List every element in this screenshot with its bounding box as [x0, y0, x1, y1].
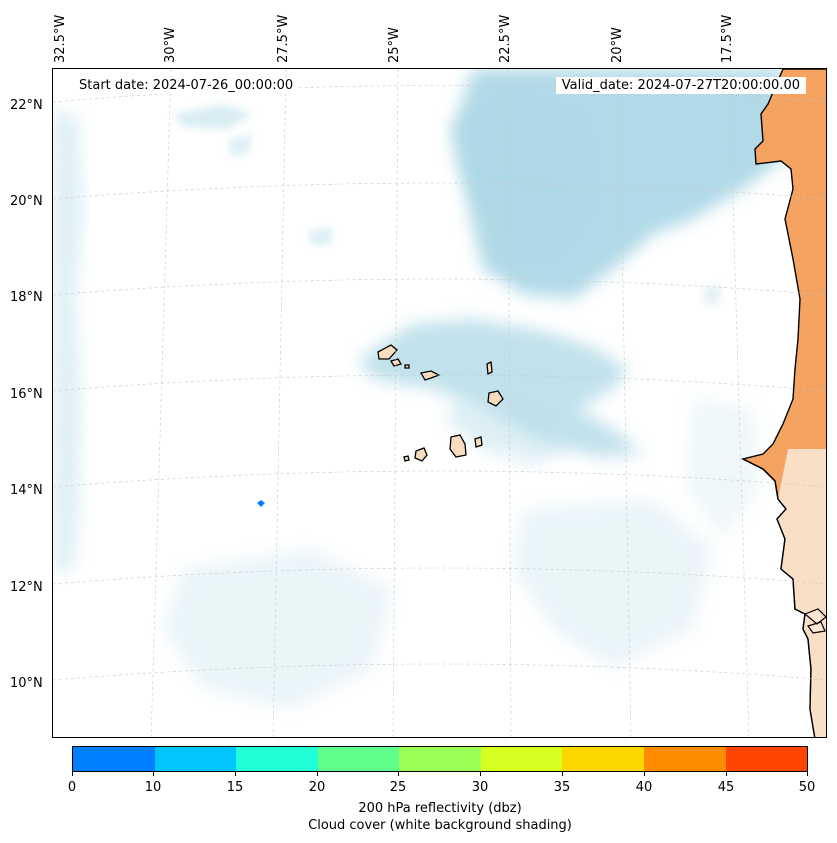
- island-santa-luzia: [404, 364, 410, 369]
- colorbar-tick-label: 25: [389, 780, 407, 795]
- colorbar-tick-label: 10: [144, 780, 162, 795]
- colorbar-segment: [725, 747, 808, 771]
- cape-verde-islands: [377, 344, 504, 462]
- cloud-band-west: [453, 109, 583, 249]
- lat-label-16n: 16°N: [10, 387, 43, 402]
- lon-label-20w: 20°W: [610, 27, 625, 63]
- colorbar-tick-label: 30: [471, 780, 489, 795]
- colorbar-tick: [807, 772, 808, 776]
- cloud-fleck-east: [703, 284, 721, 305]
- colorbar-tick: [317, 772, 318, 776]
- colorbar-segment: [399, 747, 481, 771]
- colorbar-segment: [236, 747, 318, 771]
- colorbar-tick-label: 35: [553, 780, 571, 795]
- lon-label-32-5w: 32.5°W: [53, 14, 68, 63]
- colorbar-tick: [398, 772, 399, 776]
- colorbar-title: 200 hPa reflectivity (dbz): [358, 801, 522, 816]
- colorbar-tick: [562, 772, 563, 776]
- map-panel[interactable]: Start date: 2024-07-26_00:00:00 Valid_da…: [52, 68, 827, 738]
- lat-label-10n: 10°N: [10, 676, 43, 691]
- colorbar-tick-label: 50: [798, 780, 816, 795]
- valid-date-label: Valid_date: 2024-07-27T20:00:00.00: [555, 77, 806, 94]
- start-date-label: Start date: 2024-07-26_00:00:00: [73, 77, 300, 94]
- island-maio: [474, 436, 483, 448]
- lat-label-12n: 12°N: [10, 580, 43, 595]
- colorbar-tick: [153, 772, 154, 776]
- cloud-fleck-nw2: [228, 134, 253, 157]
- graticule: [53, 69, 826, 737]
- africa-coastline-south: [742, 458, 816, 737]
- colorbar-segment: [643, 747, 726, 771]
- colorbar-segment: [154, 747, 237, 771]
- grid-lon-20w: [618, 69, 632, 737]
- island-fogo: [414, 447, 428, 462]
- colorbar-tick-label: 0: [67, 780, 77, 795]
- colorbar-segment: [562, 747, 644, 771]
- colorbar-tick: [726, 772, 727, 776]
- reflectivity-colorbar: [72, 746, 808, 772]
- colorbar-subtitle: Cloud cover (white background shading): [308, 818, 572, 833]
- colorbar-tick: [72, 772, 73, 776]
- lat-label-14n: 14°N: [10, 483, 43, 498]
- lat-label-20n: 20°N: [10, 194, 43, 209]
- grid-lon-30w: [150, 69, 172, 737]
- lon-label-25w: 25°W: [387, 27, 402, 63]
- africa-interior-pale: [777, 449, 826, 737]
- cloud-patch-lower-islands: [448, 399, 573, 464]
- grid-lon-17-5w: [728, 69, 750, 737]
- colorbar-tick: [235, 772, 236, 776]
- cloud-band-islands: [358, 319, 643, 457]
- colorbar-tick-label: 15: [226, 780, 244, 795]
- island-santo-antao: [377, 344, 398, 360]
- island-sao-nicolau: [419, 370, 441, 381]
- lon-label-27-5w: 27.5°W: [276, 14, 291, 63]
- grid-lon-25w: [392, 69, 399, 737]
- grid-lon-27-5w: [272, 69, 287, 737]
- cloud-fleck-nw: [173, 104, 253, 129]
- cloud-cover-layer: [53, 69, 783, 709]
- cloud-scatter-southeast: [513, 499, 713, 669]
- cloud-scatter-coast: [688, 399, 758, 539]
- island-brava: [403, 455, 410, 462]
- cloud-fleck-mid: [308, 227, 333, 245]
- africa-land: [740, 69, 826, 737]
- colorbar-tick: [644, 772, 645, 776]
- island-sal: [486, 360, 493, 376]
- grid-lat-12n: [53, 567, 826, 585]
- cloud-strip-west-edge: [53, 109, 83, 574]
- lat-label-22n: 22°N: [10, 98, 43, 113]
- lat-label-18n: 18°N: [10, 290, 43, 305]
- colorbar-tick-label: 40: [635, 780, 653, 795]
- grid-lon-22-5w: [507, 69, 512, 737]
- colorbar-tick-label: 20: [308, 780, 326, 795]
- cloud-scatter-south: [163, 549, 393, 709]
- island-santiago: [449, 434, 467, 458]
- map-canvas: [53, 69, 826, 737]
- colorbar-tick-label: 45: [717, 780, 735, 795]
- lon-label-30w: 30°W: [163, 27, 178, 63]
- reflectivity-echo: [257, 500, 265, 507]
- colorbar-tick: [480, 772, 481, 776]
- colorbar-segment: [317, 747, 400, 771]
- colorbar-segment: [480, 747, 563, 771]
- lon-label-22-5w: 22.5°W: [498, 14, 513, 63]
- grid-lat-10n: [53, 663, 826, 681]
- bissagos-islands: [803, 608, 826, 634]
- island-boa-vista: [487, 390, 504, 407]
- colorbar-segment: [73, 747, 155, 771]
- lon-label-17-5w: 17.5°W: [720, 14, 735, 63]
